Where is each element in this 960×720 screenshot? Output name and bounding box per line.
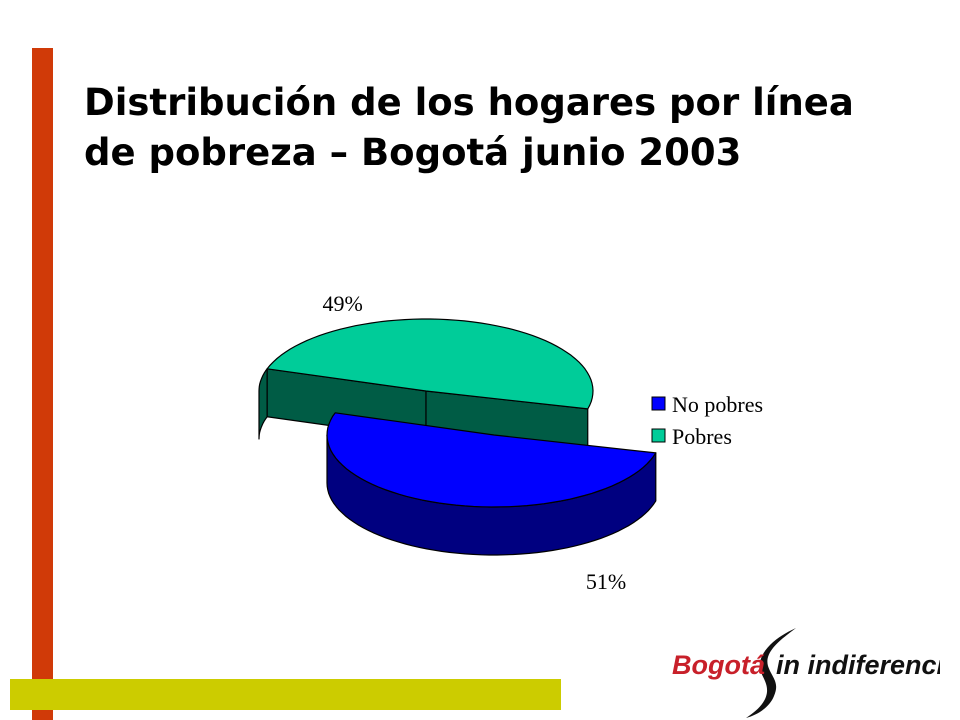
data-label-pobres: 49% bbox=[322, 291, 362, 316]
bogota-sin-indiferencia-logo: Bogotá in indiferencia bbox=[672, 628, 940, 718]
logo-s-swoosh-icon bbox=[746, 628, 796, 718]
slice-top-no-pobres bbox=[326, 412, 657, 508]
slice-top-pobres bbox=[266, 318, 594, 410]
slide-title: Distribución de los hogares por línea de… bbox=[84, 78, 924, 178]
logo-word-sin-indiferencia: in indiferencia bbox=[776, 650, 940, 680]
data-label-no-pobres: 51% bbox=[586, 569, 626, 594]
accent-bar-vertical bbox=[32, 48, 53, 720]
slide-title-line-2: de pobreza – Bogotá junio 2003 bbox=[84, 131, 742, 174]
pie-slices bbox=[258, 318, 657, 556]
accent-bar-horizontal bbox=[10, 679, 561, 710]
slice-side-pobres bbox=[258, 368, 268, 440]
legend-swatch-pobres bbox=[651, 428, 666, 443]
legend-swatch-no-pobres bbox=[651, 396, 666, 411]
legend: No pobres Pobres bbox=[651, 392, 763, 449]
legend-label-no-pobres: No pobres bbox=[672, 392, 763, 417]
legend-label-pobres: Pobres bbox=[672, 424, 732, 449]
pie-chart: 51% 49% No pobres Pobres bbox=[258, 291, 763, 594]
slide-title-line-1: Distribución de los hogares por línea bbox=[84, 81, 854, 124]
logo-word-bogota: Bogotá bbox=[672, 650, 765, 680]
